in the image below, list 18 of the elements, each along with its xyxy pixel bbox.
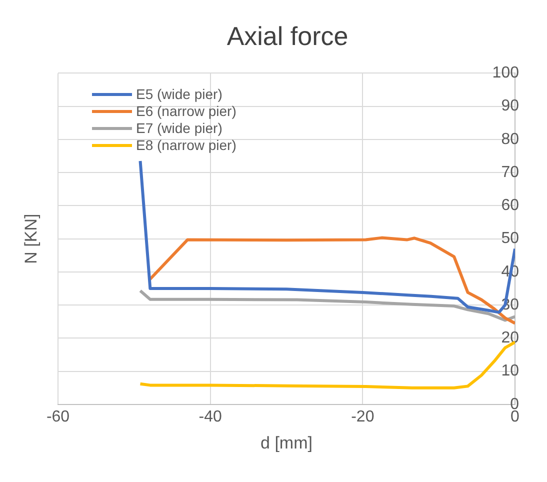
y-tick-label: 80 [501,130,520,148]
x-tick-label: -40 [198,408,222,426]
legend-label: E7 (wide pier) [136,120,222,137]
y-tick-label: 90 [501,98,520,115]
chart-title: Axial force [226,20,348,51]
legend-label: E5 (wide pier) [136,86,222,103]
x-tick-label: -20 [351,408,374,426]
y-tick-label: 100 [492,64,520,82]
y-tick-label: 50 [501,230,520,248]
legend-label: E8 (narrow pier) [136,137,236,154]
x-tick-label: -60 [46,408,70,426]
x-axis-title: d [mm] [260,433,312,452]
y-tick-label: 10 [501,362,520,380]
y-tick-label: 20 [501,330,520,347]
legend-label: E6 (narrow pier) [136,103,236,120]
y-axis-title: N [KN] [22,214,41,264]
y-tick-label: 70 [501,164,520,181]
y-tick-label: 60 [501,197,520,214]
